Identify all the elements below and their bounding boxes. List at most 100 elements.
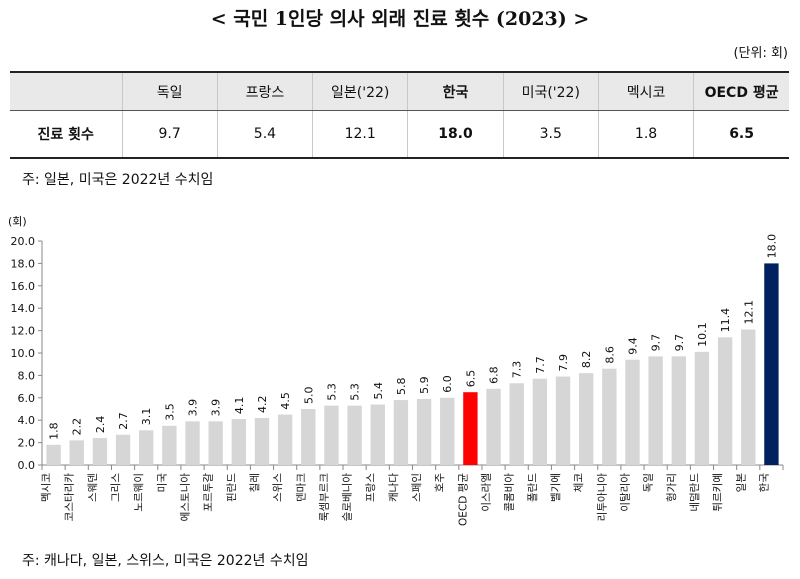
x-category-label: 리투아니아 [596,473,608,522]
bar [277,414,293,465]
bar-value-label: 5.3 [349,383,362,401]
table-header-cell: 멕시코 [597,71,695,111]
x-category-label: 벨기에 [550,473,562,502]
x-category-label: 호주 [434,473,446,493]
y-tick-label: 16.0 [11,280,36,293]
bar [254,417,270,465]
bar [324,405,339,465]
bar-value-label: 9.7 [650,334,663,352]
bar [509,383,524,465]
bar [486,388,501,465]
table-footnote: 주: 일본, 미국은 2022년 수치임 [22,172,214,188]
bar-value-label: 2.4 [94,416,107,434]
bar-value-label: 5.0 [302,387,315,405]
table-header-cell: 프랑스 [216,71,314,111]
table-row: 진료 횟수 9.7 5.4 12.1 18.0 3.5 1.8 6.5 [10,110,789,159]
table-cell: 1.8 [597,110,695,159]
bar [625,359,640,465]
table-cell: 6.5 [693,110,789,159]
bar-value-label: 9.4 [626,337,639,355]
x-category-label: 칠레 [249,473,261,492]
bar [416,398,432,465]
bar [115,434,131,465]
bar-value-label: 1.8 [48,422,61,440]
y-tick-label: 10.0 [11,347,36,360]
bar-value-label: 2.7 [117,412,130,430]
bar-value-label: 7.3 [511,361,524,379]
bar [717,337,733,465]
x-category-label: 콜롬비아 [504,473,516,512]
bar [648,356,663,465]
bar [69,440,84,465]
x-category-label: 체코 [573,473,585,493]
x-category-label: OECD 평균 [457,473,469,526]
table-header-cell: OECD 평균 [693,71,789,111]
bar [231,419,247,465]
table-header-cell: 일본('22) [312,71,409,111]
bar [578,373,594,465]
y-tick-label: 4.0 [18,414,36,427]
x-category-label: 한국 [758,473,770,493]
table-cell: 18.0 [407,110,504,159]
bar [347,405,362,465]
bar [694,351,710,465]
bar [92,438,108,465]
x-category-label: 코스타리카 [64,473,76,522]
x-category-label: 포르투갈 [202,473,215,512]
y-tick-label: 8.0 [18,369,36,382]
bar [463,392,478,465]
bar [440,397,455,465]
chart-footnote: 주: 캐나다, 일본, 스위스, 미국은 2022년 수치임 [22,553,309,569]
bar [139,430,154,465]
bar-value-label: 7.9 [557,354,570,372]
y-tick-label: 18.0 [11,257,36,270]
x-category-label: 스웨덴 [87,473,99,502]
bar-value-label: 5.8 [395,378,408,396]
bar-value-label: 6.8 [488,366,501,384]
bar-value-label: 8.2 [580,351,593,369]
bar [162,425,177,465]
y-tick-label: 12.0 [11,325,36,338]
bar [602,368,617,465]
table-cell: 3.5 [502,110,599,159]
x-category-label: 노르웨이 [133,473,145,512]
x-category-label: 덴마크 [295,473,307,502]
bar-value-label: 9.7 [673,334,686,352]
y-tick-label: 6.0 [18,392,36,405]
page-title: < 국민 1인당 의사 외래 진료 횟수 (2023) > [210,8,590,30]
bar-value-label: 4.2 [256,395,269,413]
bar-value-label: 5.4 [372,382,385,400]
table-cell: 12.1 [312,110,409,159]
bar-value-label: 4.1 [233,397,246,415]
y-tick-label: 20.0 [11,235,36,248]
table-header-cell: 독일 [121,71,218,111]
bar-value-label: 12.1 [742,300,755,325]
bar [301,409,316,465]
x-category-label: 에스토니아 [180,473,192,522]
bar-value-label: 6.5 [464,370,477,388]
x-category-label: 튀르키예 [711,473,724,512]
y-tick-label: 14.0 [11,302,36,315]
x-category-label: 폴란드 [527,473,539,502]
table-cell: 5.4 [216,110,314,159]
x-category-label: 일본 [734,473,747,493]
bar-chart: (회) 0.0 2.0 4.0 6.0 8.0 10.0 12.0 14.0 16.0 18.0 20… [8,215,784,526]
table-header-cell [10,71,123,111]
bar-value-label: 7.7 [534,356,547,374]
bar [185,421,200,465]
x-category-label: 헝가리 [666,473,678,502]
x-category-label: 캐나다 [388,473,400,502]
unit-label: (단위: 회) [733,46,788,61]
x-category-label: 네덜란드 [689,473,701,512]
y-tick-label: 2.0 [18,437,36,450]
bar [46,444,61,465]
bar-value-label: 3.5 [163,403,176,421]
bar [764,263,779,465]
bar [671,356,686,465]
x-category-label: 슬로베니아 [342,473,354,522]
x-category-label: 독일 [642,473,655,492]
x-category-label: 프랑스 [365,473,377,502]
table-cell: 9.7 [121,110,218,159]
bar [555,376,571,465]
bar-value-label: 3.9 [210,399,223,417]
